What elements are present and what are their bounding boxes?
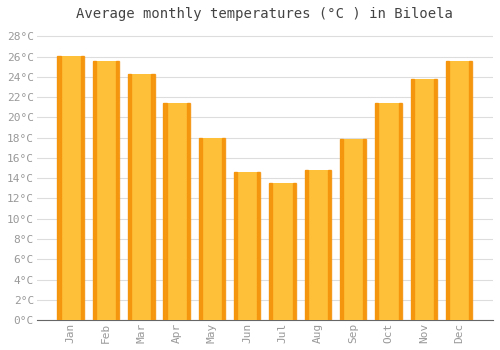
Bar	[410, 79, 437, 320]
Bar	[186, 103, 190, 320]
Bar	[446, 61, 472, 320]
Bar	[164, 103, 166, 320]
Bar	[164, 103, 190, 320]
Bar	[304, 170, 331, 320]
Bar	[446, 61, 449, 320]
Bar	[198, 138, 225, 320]
Bar	[410, 79, 414, 320]
Bar	[58, 56, 84, 320]
Bar	[128, 74, 132, 320]
Bar	[81, 56, 84, 320]
Bar	[270, 183, 272, 320]
Bar	[258, 172, 260, 320]
Bar	[234, 172, 237, 320]
Bar	[304, 170, 308, 320]
Bar	[363, 139, 366, 320]
Bar	[58, 56, 60, 320]
Title: Average monthly temperatures (°C ) in Biloela: Average monthly temperatures (°C ) in Bi…	[76, 7, 454, 21]
Bar	[469, 61, 472, 320]
Bar	[375, 103, 402, 320]
Bar	[93, 61, 96, 320]
Bar	[434, 79, 437, 320]
Bar	[292, 183, 296, 320]
Bar	[198, 138, 202, 320]
Bar	[234, 172, 260, 320]
Bar	[116, 61, 119, 320]
Bar	[375, 103, 378, 320]
Bar	[340, 139, 366, 320]
Bar	[93, 61, 120, 320]
Bar	[340, 139, 343, 320]
Bar	[128, 74, 154, 320]
Bar	[152, 74, 154, 320]
Bar	[398, 103, 402, 320]
Bar	[270, 183, 296, 320]
Bar	[328, 170, 331, 320]
Bar	[222, 138, 225, 320]
